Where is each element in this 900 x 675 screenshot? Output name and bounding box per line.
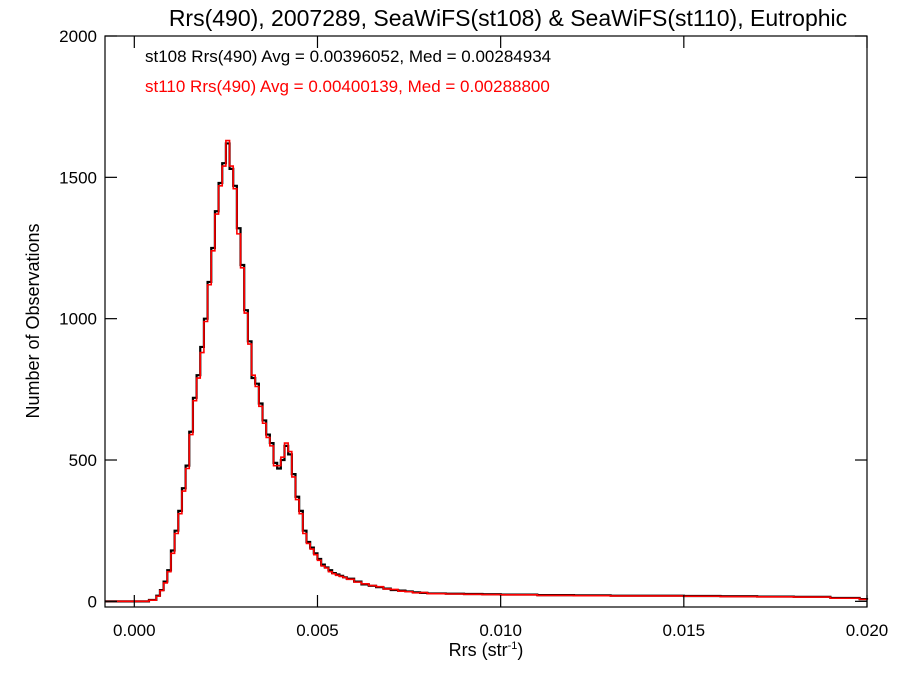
st108-stats-annotation: st108 Rrs(490) Avg = 0.00396052, Med = 0… <box>145 47 551 66</box>
x-axis-title-superscript: -1 <box>508 640 518 652</box>
series-layer <box>105 139 869 603</box>
x-axis-title-close: ) <box>517 640 523 660</box>
y-axis-title: Number of Observations <box>23 223 43 418</box>
x-axis-title: Rrs (str-1) <box>449 640 524 660</box>
x-tick-label: 0.015 <box>663 621 706 640</box>
axes-layer: 0.000 0.005 0.010 0.015 0.020 0 500 1000 1500 200… <box>59 27 888 640</box>
st110-histogram-line <box>105 139 868 603</box>
x-tick-label: 0.010 <box>479 621 522 640</box>
x-tick-label: 0.020 <box>846 621 889 640</box>
y-tick-label: 0 <box>88 592 97 611</box>
y-tick-label: 1500 <box>59 168 97 187</box>
y-tick-label: 1000 <box>59 310 97 329</box>
y-tick-label: 500 <box>69 451 97 470</box>
y-tick-label: 2000 <box>59 27 97 46</box>
x-tick-label: 0.000 <box>113 621 156 640</box>
x-tick-label: 0.005 <box>296 621 339 640</box>
plot-frame <box>104 35 868 608</box>
x-axis-title-main: Rrs (str <box>449 640 508 660</box>
chart-title: Rrs(490), 2007289, SeaWiFS(st108) & SeaW… <box>169 5 847 31</box>
st110-stats-annotation: st110 Rrs(490) Avg = 0.00400139, Med = 0… <box>145 77 550 96</box>
